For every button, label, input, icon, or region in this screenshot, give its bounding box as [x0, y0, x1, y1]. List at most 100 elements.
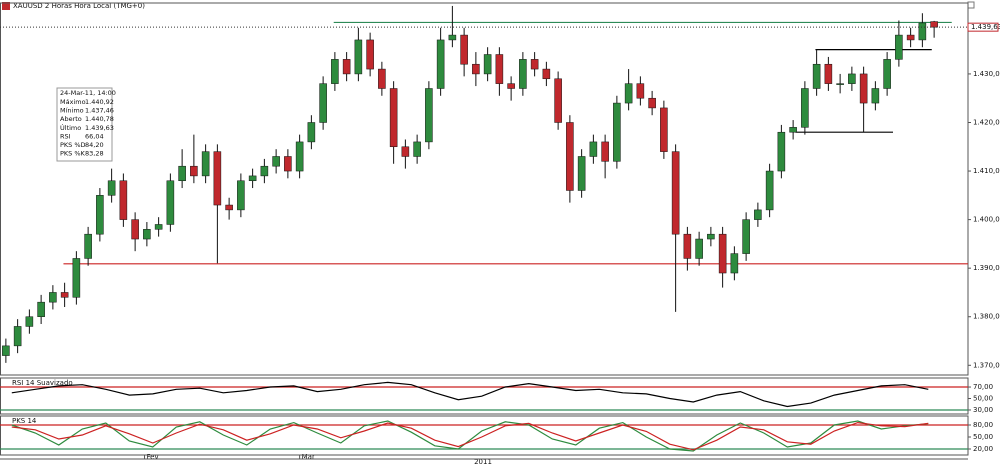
info-date: 24-Mar-11, 14:00 [60, 89, 116, 97]
candle-body [248, 175, 257, 182]
candle-body [695, 238, 703, 259]
candle-body [577, 156, 586, 191]
candle-body [84, 233, 92, 259]
candle-body [765, 170, 774, 211]
y-tick-label: 1.410,00 [973, 167, 1000, 175]
candle-body [566, 122, 574, 191]
candle-body [742, 219, 750, 254]
info-value: 1.440,92 [85, 98, 114, 106]
info-box-frame [56, 87, 113, 162]
candle-body [918, 22, 927, 41]
last-price-label: 1.439,63 [971, 23, 1000, 31]
info-label: RSI [60, 132, 71, 140]
candle-body [812, 63, 821, 89]
candle-body [530, 59, 539, 70]
candle-body [342, 59, 351, 75]
indicator-line [11, 381, 929, 408]
candle-body [789, 127, 797, 133]
candle-body [225, 204, 233, 211]
candle-body [37, 301, 45, 317]
candle-body [260, 165, 269, 177]
info-label: Aberto [60, 115, 82, 123]
candle-body [495, 54, 504, 84]
y-tick-label: 1.370,00 [973, 361, 1000, 369]
candle-body [284, 156, 292, 172]
candle-body [366, 39, 374, 70]
info-label: PKS %D [60, 141, 86, 149]
candle-body [859, 73, 868, 104]
candle-body [60, 292, 69, 298]
candle-body [730, 253, 739, 274]
candle-body [237, 180, 245, 211]
y-tick-label: 1.420,00 [973, 118, 1000, 126]
info-label: Mínimo [60, 107, 84, 115]
chart-title: XAUUSD 2 Horas Hora Local (TMG+0) [13, 2, 145, 10]
candle-body [871, 88, 880, 104]
x-axis-label: 2011 [474, 458, 492, 466]
y-tick-label: 50,00 [973, 395, 993, 403]
candle-body [648, 97, 656, 109]
candle-body [930, 21, 938, 28]
panel-title: RSI 14 Suavizado [12, 379, 73, 387]
candle-body [707, 233, 715, 240]
candle-body [601, 141, 609, 162]
candle-body [824, 63, 833, 84]
y-tick-label: 20,00 [973, 445, 993, 453]
candle-body [25, 316, 34, 327]
indicator-line [11, 421, 929, 451]
candle-body [72, 258, 81, 298]
candle-body [836, 83, 844, 85]
info-label: Último [60, 123, 81, 132]
info-value: 1.440,78 [85, 115, 114, 123]
x-tick-label: Fev [147, 453, 159, 461]
candle-body [472, 63, 480, 75]
candle-body [554, 78, 562, 123]
candle-body [507, 83, 515, 89]
candle-body [613, 102, 621, 162]
candle-body [331, 59, 339, 84]
candle-body [319, 83, 327, 123]
candle-body [718, 233, 727, 274]
candle-body [354, 39, 363, 75]
y-tick-label: 1.430,00 [973, 70, 1000, 78]
info-label: PKS %K [60, 150, 86, 158]
candle-body [460, 34, 468, 65]
x-tick-label: Mar [302, 453, 315, 461]
candle-body [154, 224, 163, 230]
last-price-box [967, 22, 999, 32]
info-value: 1.437,46 [85, 107, 114, 115]
candle-body [683, 233, 692, 259]
candle-body [519, 59, 527, 89]
candle-body [413, 141, 421, 157]
candle-body [624, 83, 633, 104]
y-tick-label: 1.380,00 [973, 313, 1000, 321]
y-tick-label: 80,00 [973, 421, 993, 429]
info-value: 66,04 [85, 132, 104, 140]
y-tick-label: 50,00 [973, 433, 993, 441]
y-tick-label: 1.400,00 [973, 216, 1000, 224]
candle-body [119, 180, 128, 220]
candle-body [389, 88, 398, 148]
info-label: Máximo [60, 98, 86, 106]
candle-body [636, 83, 645, 99]
candle-body [131, 219, 139, 240]
candle-body [660, 107, 668, 152]
candle-body [436, 39, 445, 89]
candle-body [589, 141, 598, 157]
candle-body [190, 165, 198, 177]
candle-body [883, 59, 891, 89]
candle-body [754, 209, 762, 220]
candle-body [2, 345, 10, 356]
candle-body [178, 165, 186, 182]
candle-body [213, 151, 222, 206]
info-value: 84,20 [85, 141, 104, 149]
y-tick-label: 70,00 [973, 383, 993, 391]
candle-body [143, 229, 151, 240]
candle-body [801, 88, 809, 128]
candle-body [906, 34, 915, 41]
y-tick-label: 30,00 [973, 406, 993, 414]
candle-body [483, 54, 492, 75]
symbol-icon [2, 2, 10, 10]
